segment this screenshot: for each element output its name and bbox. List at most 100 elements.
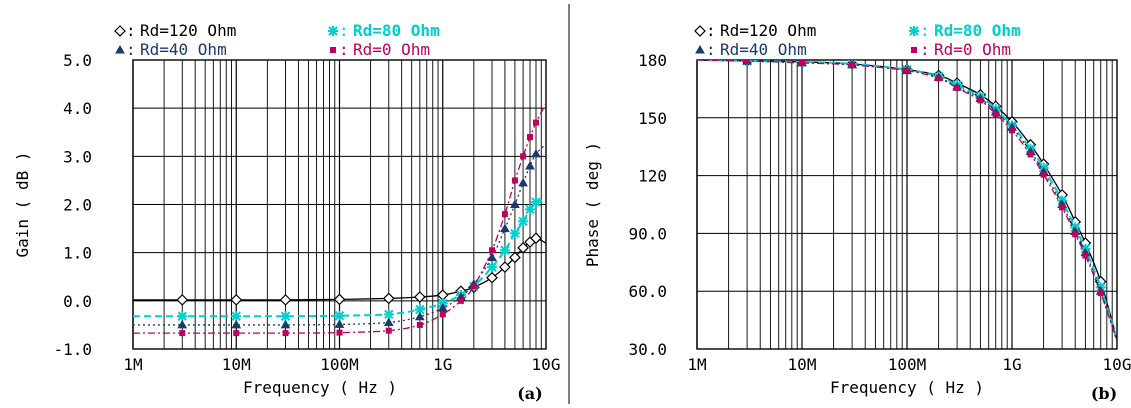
- data-point: [383, 309, 394, 320]
- legend-marker: [694, 25, 706, 37]
- plot-frame: [132, 59, 547, 350]
- y-tick-label: 120: [638, 167, 667, 186]
- y-tick-label: 2.0: [63, 196, 92, 215]
- legend-label: Rd=80 Ohm: [934, 21, 1021, 40]
- legend-marker: [909, 26, 919, 36]
- data-point: [1009, 127, 1015, 134]
- data-point: [437, 303, 448, 312]
- data-point: [992, 110, 999, 117]
- data-point: [414, 304, 425, 315]
- data-point: [1072, 231, 1079, 238]
- y-tick-label: 90.0: [628, 224, 667, 243]
- data-point: [282, 330, 289, 337]
- legend-colon: :: [920, 21, 930, 40]
- x-axis-label: Frequency ( Hz ): [830, 378, 984, 397]
- legend-marker: [911, 47, 917, 53]
- y-tick-label: 180: [638, 51, 667, 70]
- data-point: [527, 134, 534, 141]
- data-point: [520, 153, 527, 160]
- data-point: [501, 211, 508, 218]
- data-point: [977, 97, 984, 104]
- x-tick-label: 10M: [222, 355, 251, 374]
- legend-label: Rd=120 Ohm: [720, 21, 816, 40]
- data-point: [177, 319, 188, 329]
- legend-colon: :: [706, 40, 716, 59]
- data-point: [904, 67, 910, 74]
- y-tick-label: 5.0: [63, 51, 92, 70]
- y-tick-label: 60.0: [628, 282, 667, 301]
- data-point: [413, 291, 426, 303]
- y-tick-label: 150: [638, 109, 667, 128]
- data-point: [517, 242, 529, 254]
- data-point: [531, 148, 541, 158]
- legend-colon: :: [339, 40, 349, 59]
- data-point: [511, 177, 518, 184]
- data-point: [849, 61, 856, 68]
- data-point: [487, 262, 498, 273]
- y-tick-label: 0.0: [63, 292, 92, 311]
- data-point: [1059, 204, 1066, 211]
- data-point: [231, 319, 242, 329]
- x-tick-label: 10G: [1103, 355, 1131, 374]
- data-point: [439, 311, 446, 318]
- x-tick-label: 100M: [320, 355, 359, 374]
- data-point: [486, 271, 498, 284]
- legend-colon: :: [126, 21, 136, 40]
- data-point: [385, 327, 392, 334]
- data-point: [280, 311, 291, 322]
- series-line-2: [133, 143, 546, 326]
- legend-marker: [330, 47, 336, 53]
- data-point: [530, 232, 542, 245]
- data-point: [499, 245, 510, 256]
- series-group: [697, 60, 1117, 342]
- data-point: [509, 251, 521, 264]
- x-tick-label: 1M: [687, 355, 706, 374]
- y-tick-label: 1.0: [63, 244, 92, 263]
- chart-panel-a: -1.0 0.0 1.0 2.0 3.0 4.0 5.0 1M 10M 100M 1G 10G Freq…: [13, 21, 560, 403]
- data-point: [1097, 290, 1104, 297]
- chart-panel-b: 30.0 60.0 90.0 120 150 180 1M 10M 100M 1G 10G Frequ…: [583, 21, 1131, 403]
- data-point: [954, 84, 961, 91]
- data-point: [176, 294, 189, 306]
- data-point: [231, 311, 242, 322]
- y-tick-label: 30.0: [628, 340, 667, 359]
- data-point: [334, 319, 345, 328]
- data-point: [383, 317, 394, 327]
- x-tick-label: 10M: [788, 355, 817, 374]
- x-tick-label: 1G: [433, 355, 452, 374]
- data-point: [500, 223, 510, 233]
- data-point: [510, 199, 520, 208]
- legend-marker: [114, 25, 126, 37]
- legend-colon: :: [706, 21, 716, 40]
- data-point: [177, 311, 188, 322]
- x-tick-label: 10G: [532, 355, 561, 374]
- data-point: [799, 60, 805, 66]
- data-point: [457, 297, 464, 304]
- data-point: [525, 204, 536, 215]
- legend-colon: :: [126, 40, 136, 59]
- data-point: [336, 329, 343, 336]
- series-group: [133, 103, 546, 337]
- x-tick-label: 1G: [1002, 355, 1021, 374]
- data-point: [525, 160, 535, 170]
- data-point: [382, 292, 395, 305]
- data-point: [489, 247, 496, 254]
- legend-label: Rd=40 Ohm: [720, 40, 807, 59]
- data-point: [518, 177, 528, 187]
- y-axis-label: Phase ( deg ): [583, 142, 602, 267]
- plot-frame: [696, 59, 1118, 350]
- data-point: [470, 283, 477, 290]
- y-axis-label: Gain ( dB ): [13, 152, 32, 258]
- y-tick-label: -1.0: [53, 340, 92, 359]
- data-point: [744, 60, 751, 64]
- data-point: [416, 321, 423, 328]
- data-point: [179, 330, 186, 337]
- data-point: [518, 216, 529, 227]
- x-tick-label: 100M: [888, 355, 927, 374]
- panel-label: (b): [1091, 384, 1117, 403]
- legend-label: Rd=0 Ohm: [353, 40, 430, 59]
- data-point: [414, 311, 425, 321]
- legend-marker: [695, 44, 705, 54]
- data-point: [230, 294, 243, 306]
- legend-colon: :: [339, 21, 349, 40]
